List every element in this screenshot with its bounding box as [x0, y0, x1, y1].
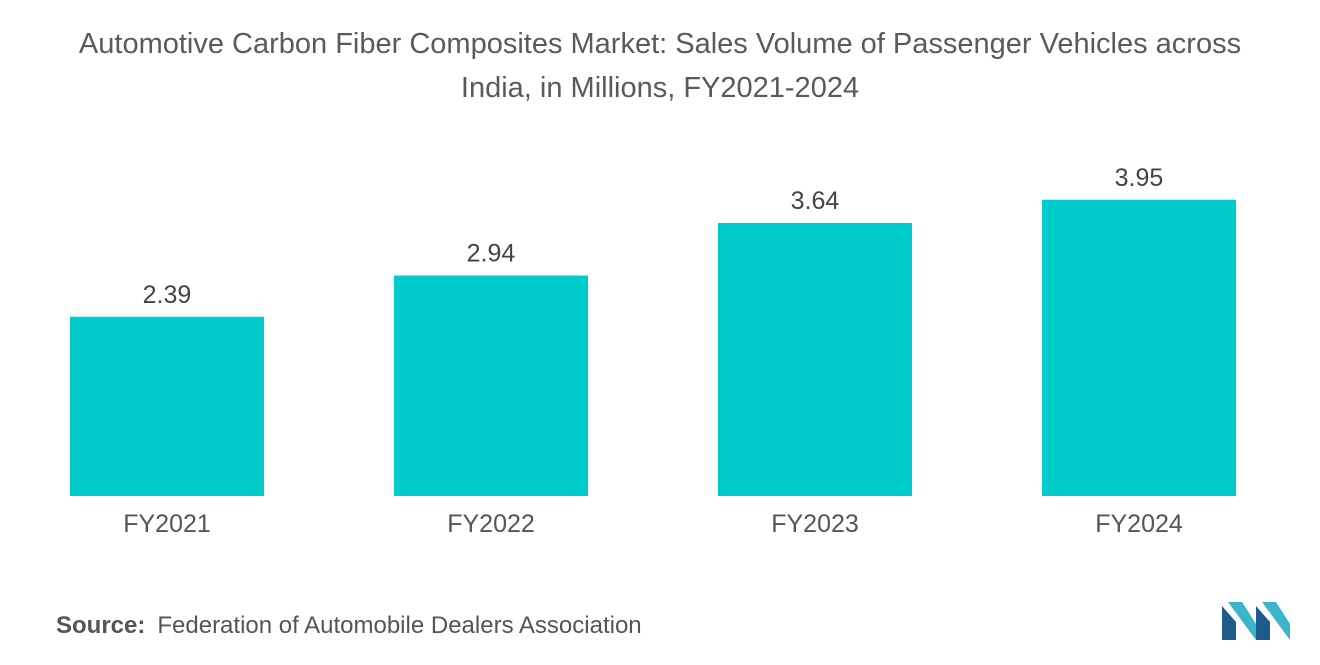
x-tick-label-fy2024: FY2024 [1095, 510, 1183, 538]
source-text: Federation of Automobile Dealers Associa… [157, 612, 642, 639]
x-tick-label-fy2022: FY2022 [447, 510, 535, 538]
bar-fy2024 [1042, 199, 1236, 496]
value-label-group: 2.39 2.94 3.64 3.95 [143, 164, 1164, 309]
bar-fy2023 [718, 223, 912, 496]
value-label-fy2024: 3.95 [1115, 164, 1164, 192]
bar-fy2022 [394, 275, 588, 496]
value-label-fy2021: 2.39 [143, 281, 192, 309]
value-label-fy2022: 2.94 [467, 240, 516, 268]
chart-title: Automotive Carbon Fiber Composites Marke… [0, 22, 1320, 110]
x-tick-label-group: FY2021 FY2022 FY2023 FY2024 [123, 510, 1183, 538]
source-note: Source: Federation of Automobile Dealers … [56, 612, 642, 640]
x-tick-label-fy2021: FY2021 [123, 510, 211, 538]
chart-title-line-1: Automotive Carbon Fiber Composites Marke… [78, 28, 1242, 60]
chart-title-line-2: India, in Millions, FY2021-2024 [460, 72, 860, 104]
source-label: Source: [56, 612, 146, 639]
mordor-intelligence-logo-icon [1222, 602, 1290, 640]
bar-group [70, 199, 1236, 496]
value-label-fy2023: 3.64 [791, 187, 840, 215]
x-tick-label-fy2023: FY2023 [771, 510, 859, 538]
bar-fy2021 [70, 316, 264, 496]
